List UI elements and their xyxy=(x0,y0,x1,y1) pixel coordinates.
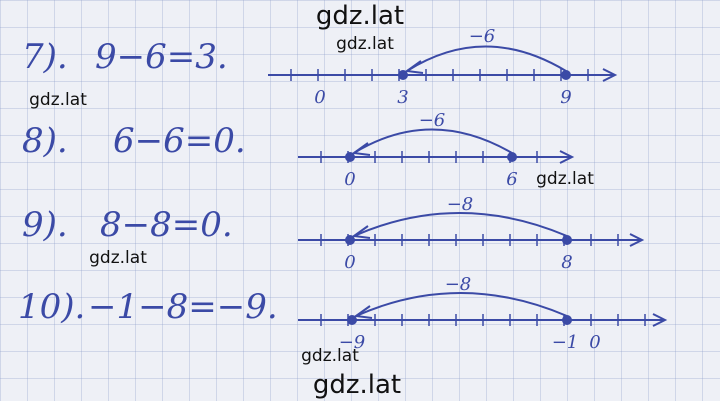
arrow-head xyxy=(559,150,575,164)
arc-label: −8 xyxy=(445,274,472,295)
point xyxy=(347,315,357,325)
arrow-head xyxy=(629,233,645,247)
axis-label: −1 xyxy=(552,332,579,353)
point xyxy=(561,70,571,80)
arc-label: −8 xyxy=(447,194,474,215)
equation: 6−6=0. xyxy=(113,121,246,161)
axis-label: 9 xyxy=(560,87,571,108)
watermark: gdz.lat xyxy=(336,34,394,54)
axis-label: 0 xyxy=(344,252,355,273)
axis-label: −9 xyxy=(339,332,366,353)
problem: 10). −1−8=−9. −8 −9 −1 0 xyxy=(18,274,668,353)
watermark: gdz.lat xyxy=(29,90,87,110)
arrow-head xyxy=(652,313,668,327)
point xyxy=(562,235,572,245)
problem-number: 8). xyxy=(22,121,68,161)
arc-arrow xyxy=(351,142,371,156)
watermark: gdz.lat xyxy=(301,346,359,366)
point xyxy=(345,235,355,245)
watermark: gdz.lat xyxy=(89,248,147,268)
axis-label: 0 xyxy=(344,169,355,190)
problem: 9). 8−8=0. −8 0 8 xyxy=(22,194,645,273)
point xyxy=(507,152,517,162)
axis-label: 0 xyxy=(589,332,600,353)
equation: 8−8=0. xyxy=(100,205,233,245)
jump-arc xyxy=(353,212,568,237)
equation: −1−8=−9. xyxy=(88,287,278,327)
jump-arc xyxy=(353,128,513,154)
axis-label: 8 xyxy=(561,252,572,273)
arc-arrow xyxy=(351,225,371,239)
point xyxy=(345,152,355,162)
arc-arrow xyxy=(404,60,424,74)
watermark: gdz.lat xyxy=(313,370,401,400)
watermark: gdz.lat xyxy=(536,169,594,189)
arrow-head xyxy=(602,68,618,82)
point xyxy=(398,70,408,80)
axis-label: 6 xyxy=(506,169,517,190)
jump-arc xyxy=(406,45,567,72)
arc-label: −6 xyxy=(469,26,496,47)
arc-arrow xyxy=(353,305,373,319)
problem: 7). 9−6=3. −6 0 3 9 xyxy=(22,26,618,108)
equation: 9−6=3. xyxy=(95,37,228,77)
point xyxy=(562,315,572,325)
problem-number: 9). xyxy=(22,205,68,245)
axis-label: 3 xyxy=(397,87,408,108)
jump-arc xyxy=(355,292,568,317)
problem: 8). 6−6=0. −6 0 6 xyxy=(22,110,575,190)
problem-number: 7). xyxy=(22,37,68,77)
axis-label: 0 xyxy=(314,87,325,108)
arc-label: −6 xyxy=(419,110,446,131)
watermark: gdz.lat xyxy=(316,1,404,31)
problem-number: 10). xyxy=(18,287,85,327)
